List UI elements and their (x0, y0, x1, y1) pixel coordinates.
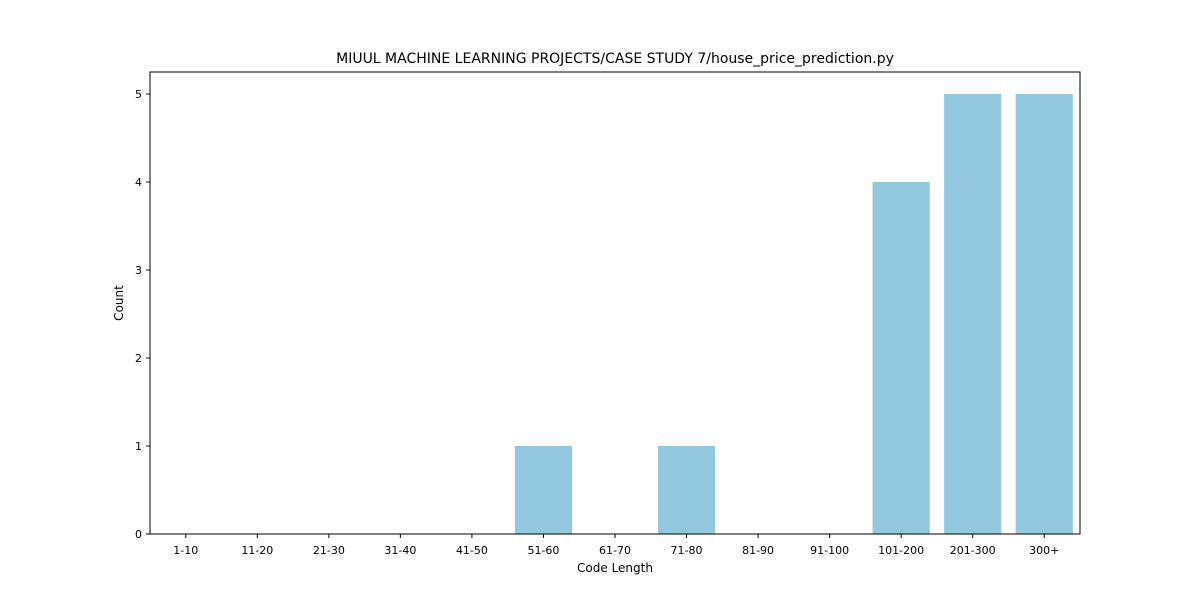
y-tick-label: 3 (135, 264, 142, 277)
y-axis-label: Count (112, 285, 126, 321)
y-tick-label: 4 (135, 176, 142, 189)
bar-300+ (1015, 94, 1073, 534)
chart-title: MIUUL MACHINE LEARNING PROJECTS/CASE STU… (336, 51, 894, 67)
x-tick-label: 1-10 (173, 544, 198, 557)
x-tick-label: 31-40 (384, 544, 416, 557)
x-tick-label: 91-100 (810, 544, 849, 557)
x-tick-label: 101-200 (878, 544, 924, 557)
x-tick-label: 51-60 (527, 544, 559, 557)
x-tick-label: 71-80 (671, 544, 703, 557)
bar-71-80 (657, 446, 716, 534)
x-tick-label: 61-70 (599, 544, 631, 557)
x-tick-label: 201-300 (950, 544, 996, 557)
x-tick-label: 11-20 (241, 544, 273, 557)
bar-201-300 (944, 94, 1002, 534)
plot-area-frame (149, 71, 1081, 535)
x-tick-label: 81-90 (742, 544, 774, 557)
y-tick-label: 0 (135, 528, 142, 541)
x-axis-label: Code Length (577, 561, 653, 575)
y-tick-label: 2 (135, 352, 142, 365)
y-axis-ticks: 0 1 2 3 4 5 (135, 88, 150, 541)
bars-group (514, 94, 1073, 534)
y-tick-label: 1 (135, 440, 142, 453)
y-tick-label: 5 (135, 88, 142, 101)
x-tick-label: 21-30 (313, 544, 345, 557)
x-tick-label: 300+ (1029, 544, 1059, 557)
x-tick-label: 41-50 (456, 544, 488, 557)
bar-101-200 (872, 182, 930, 534)
x-axis-ticks: 1-10 11-20 21-30 31-40 41-50 51-60 61-70 71-80 8… (173, 534, 1059, 557)
bar-51-60 (514, 446, 573, 534)
